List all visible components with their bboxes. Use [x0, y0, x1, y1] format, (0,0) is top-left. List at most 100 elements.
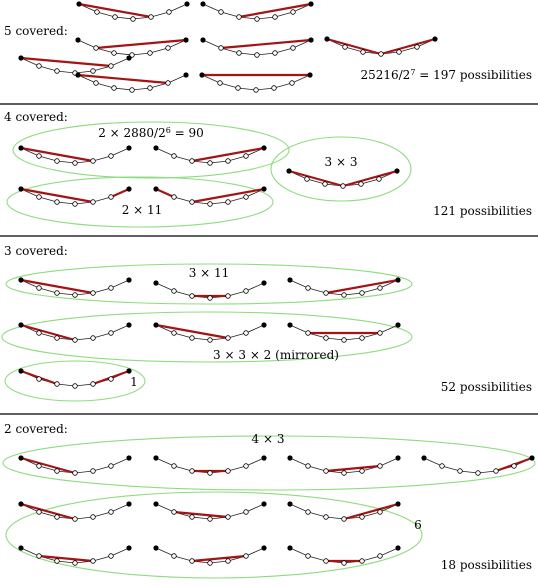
chain-node	[225, 335, 231, 341]
chain-endpoint	[395, 545, 401, 551]
chain-node	[36, 509, 42, 515]
chain-node	[225, 514, 231, 520]
chain-node	[72, 292, 78, 298]
chain-diagram	[18, 277, 132, 298]
chain-endpoint	[421, 455, 427, 461]
chain-endpoint	[126, 55, 132, 61]
chain-node	[72, 383, 78, 389]
chain-node	[305, 553, 311, 559]
chain-node	[305, 509, 311, 515]
chain-node	[165, 80, 171, 86]
chain-node	[189, 199, 195, 205]
chain-node	[377, 553, 383, 559]
cover-segment	[77, 2, 153, 19]
cover-segment	[19, 146, 95, 163]
chain-endpoint	[75, 72, 81, 78]
cover-segment	[324, 278, 400, 295]
chain-diagram	[18, 368, 132, 389]
chain-node	[225, 199, 231, 205]
chain-endpoint	[153, 455, 159, 461]
chain-endpoint	[18, 145, 24, 151]
chain-node	[108, 194, 114, 200]
section-total: 25216/27 = 197 possibilities	[360, 68, 532, 82]
chain-diagram	[18, 145, 132, 166]
chain-node	[253, 87, 259, 93]
chain-node	[323, 290, 329, 296]
chain-node	[147, 85, 153, 91]
chain-node	[171, 288, 177, 294]
group-label-exp: 6	[166, 126, 171, 135]
chain-node	[359, 514, 365, 520]
chain-node	[359, 558, 365, 564]
group-label: 4 × 3	[252, 432, 285, 446]
chain-diagram	[18, 501, 132, 522]
section-heading: 3 covered:	[4, 244, 68, 258]
group-label: 2 × 2880/26 = 90	[98, 126, 204, 140]
chain-node	[207, 516, 213, 522]
chain-node	[189, 558, 195, 564]
chain-diagram	[18, 545, 132, 566]
chain-node	[207, 470, 213, 476]
chain-diagram	[18, 186, 132, 207]
chain-endpoint	[307, 72, 313, 78]
chain-diagram	[75, 37, 189, 58]
chain-endpoint	[126, 368, 132, 374]
chain-node	[341, 516, 347, 522]
chain-node	[207, 201, 213, 207]
chain-node	[171, 509, 177, 515]
chain-diagram	[287, 277, 401, 298]
chain-endpoint	[153, 186, 159, 192]
chain-node	[341, 337, 347, 343]
chain-node	[207, 295, 213, 301]
chain-diagram	[153, 501, 267, 522]
chain-node	[171, 330, 177, 336]
chain-node	[36, 63, 42, 69]
chain-node	[72, 160, 78, 166]
chain-node	[305, 285, 311, 291]
chain-endpoint	[153, 145, 159, 151]
chain-endpoint	[395, 501, 401, 507]
chain-endpoint	[183, 72, 189, 78]
chain-node	[108, 376, 114, 382]
chain-diagram	[287, 501, 401, 522]
chain-endpoint	[18, 368, 24, 374]
chain-endpoint	[287, 322, 293, 328]
chain-node	[290, 9, 296, 15]
chain-node	[236, 14, 242, 20]
chain-node	[377, 463, 383, 469]
chain-node	[90, 468, 96, 474]
chain-node	[511, 463, 517, 469]
chain-node	[305, 330, 311, 336]
chain-diagram	[153, 322, 267, 343]
group-outline	[6, 176, 274, 228]
chain-node	[225, 558, 231, 564]
chain-endpoint	[126, 545, 132, 551]
chain-endpoint	[395, 277, 401, 283]
chain-endpoint	[18, 545, 24, 551]
chain-node	[90, 381, 96, 387]
group-label: 6	[414, 518, 422, 532]
chain-diagram	[287, 322, 401, 343]
chain-node	[207, 560, 213, 566]
chain-node	[90, 199, 96, 205]
chain-diagram	[200, 37, 314, 58]
chain-node	[36, 553, 42, 559]
chain-node	[90, 514, 96, 520]
group-outline	[5, 491, 423, 579]
group-outline	[4, 360, 146, 402]
chain-node	[93, 45, 99, 51]
chain-node	[189, 293, 195, 299]
chain-endpoint	[18, 322, 24, 328]
cover-segment	[19, 456, 77, 475]
cover-segment	[94, 38, 188, 50]
chain-diagram	[153, 186, 267, 207]
cover-segment	[190, 146, 266, 163]
cover-segment	[154, 187, 176, 199]
chain-node	[90, 335, 96, 341]
chain-endpoint	[184, 1, 190, 7]
chain-node	[243, 194, 249, 200]
cover-segment	[341, 169, 399, 188]
chain-endpoint	[153, 280, 159, 286]
chain-node	[72, 516, 78, 522]
chain-node	[171, 553, 177, 559]
